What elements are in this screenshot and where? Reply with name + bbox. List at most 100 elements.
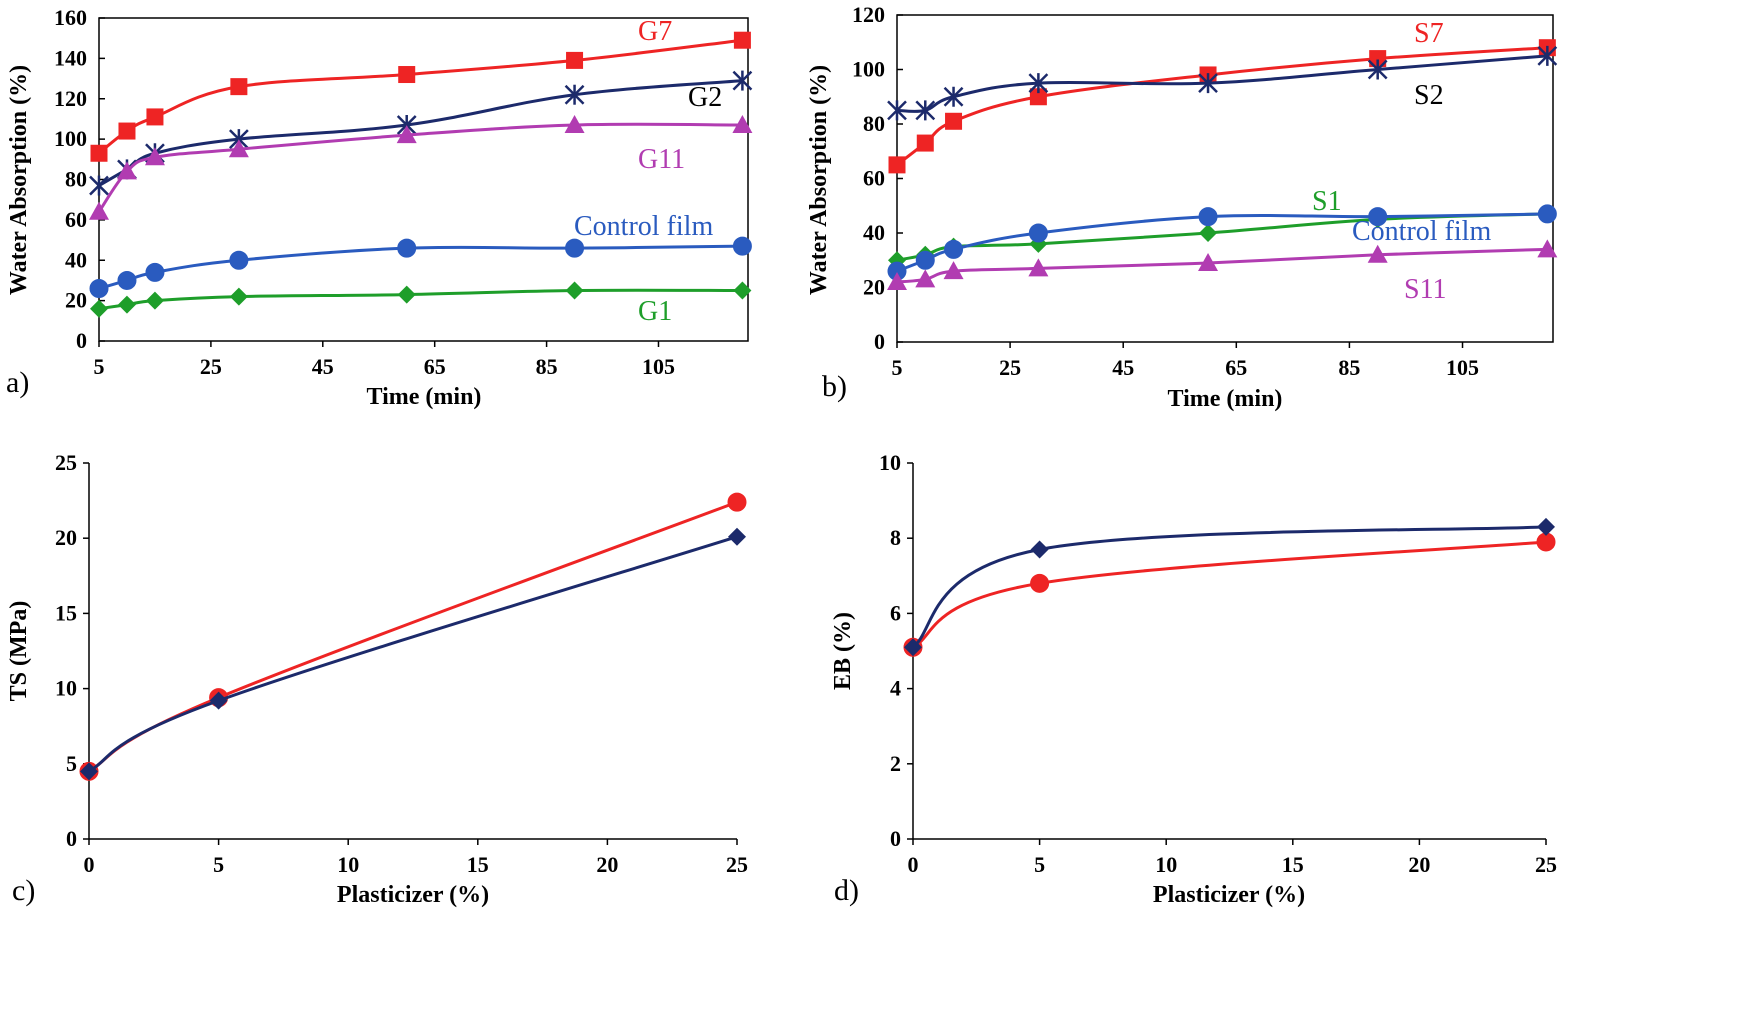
series-line <box>896 247 1548 284</box>
series-c-navy-series <box>80 527 746 781</box>
data-point <box>915 250 935 270</box>
x-tick-label: 25 <box>200 354 222 379</box>
y-tick-label: 0 <box>66 826 77 851</box>
data-point <box>1537 204 1557 224</box>
y-tick-label: 0 <box>76 328 87 353</box>
data-point <box>565 238 585 258</box>
data-point <box>565 281 584 300</box>
data-point <box>1537 517 1555 536</box>
data-point <box>728 527 746 546</box>
data-point <box>564 114 585 133</box>
y-tick-label: 100 <box>54 126 87 151</box>
plot-area-a <box>98 17 749 342</box>
data-point <box>915 100 936 121</box>
panel-label-d: d) <box>834 874 859 907</box>
data-point <box>733 31 751 49</box>
series-line <box>98 38 743 155</box>
data-point <box>887 100 907 121</box>
x-tick-label: 0 <box>84 852 95 877</box>
series-b-control-film <box>887 204 1557 281</box>
data-point <box>1030 573 1050 593</box>
series-line <box>912 540 1547 649</box>
data-point <box>396 125 417 144</box>
series-line <box>88 535 738 773</box>
y-tick-label: 15 <box>55 600 77 625</box>
y-axis-label-d: EB (%) <box>830 612 856 690</box>
data-point <box>1028 73 1049 94</box>
data-point <box>1029 88 1047 106</box>
x-tick-label: 5 <box>892 355 903 380</box>
y-tick-label: 20 <box>863 275 885 300</box>
x-tick-label: 0 <box>908 852 919 877</box>
x-tick-label: 20 <box>1408 852 1430 877</box>
data-point <box>1368 207 1388 227</box>
x-ticks-c: 0 5 10 15 20 25 <box>84 839 748 877</box>
data-point <box>1367 244 1388 263</box>
data-point <box>733 281 752 300</box>
data-point <box>945 112 963 130</box>
data-point <box>229 250 249 270</box>
label-G7: G7 <box>638 16 672 47</box>
data-point <box>732 236 752 256</box>
data-point <box>117 270 137 290</box>
y-tick-label: 120 <box>54 86 87 111</box>
y-tick-label: 60 <box>65 207 87 232</box>
data-point <box>732 70 753 91</box>
series-d-navy-series <box>904 517 1555 657</box>
data-point <box>397 285 416 304</box>
data-point <box>727 492 747 512</box>
series-c <box>79 492 747 781</box>
data-point <box>915 269 936 288</box>
data-point <box>888 156 906 174</box>
data-point <box>116 161 137 180</box>
series-a-control-film <box>89 236 752 299</box>
y-tick-label: 4 <box>890 676 901 701</box>
panel-b: 0 20 40 60 80 100 120 5 25 45 65 85 105 Water Absor… <box>806 2 1558 412</box>
series-b-s7 <box>888 39 1556 174</box>
data-point <box>1198 73 1218 94</box>
x-axis-label-d: Plasticizer (%) <box>1153 882 1305 908</box>
x-tick-label: 105 <box>1446 355 1479 380</box>
label-G2: G2 <box>688 82 722 113</box>
series-d-red-series <box>903 532 1556 657</box>
data-point <box>90 299 108 318</box>
y-ticks-a: 0 20 40 60 80 100 120 140 160 <box>54 5 105 353</box>
data-point <box>904 638 922 657</box>
x-tick-label: 45 <box>1112 355 1134 380</box>
data-point <box>90 144 108 162</box>
data-point <box>1030 540 1049 559</box>
data-point <box>209 691 228 710</box>
data-point <box>943 261 964 280</box>
data-point <box>398 66 416 84</box>
data-point <box>146 108 164 126</box>
x-tick-label: 20 <box>596 852 618 877</box>
y-ticks-d: 0 2 4 6 8 10 <box>879 450 913 851</box>
x-tick-label: 85 <box>1338 355 1360 380</box>
data-point <box>1198 207 1218 227</box>
series-a-g1 <box>90 281 752 318</box>
y-axis-label-c: TS (MPa) <box>6 601 32 702</box>
x-tick-label: 25 <box>1535 852 1557 877</box>
series-line <box>912 525 1547 649</box>
y-tick-label: 40 <box>65 247 87 272</box>
data-point <box>229 287 248 306</box>
series-b-s11 <box>887 239 1558 291</box>
series-a-g11 <box>89 114 753 220</box>
series-a <box>89 31 753 318</box>
y-tick-label: 10 <box>55 676 77 701</box>
y-tick-label: 60 <box>863 166 885 191</box>
y-tick-label: 0 <box>874 329 885 354</box>
x-axis-label-a: Time (min) <box>367 384 482 410</box>
label-S1: S1 <box>1312 186 1342 217</box>
panel-d: 0 2 4 6 8 10 0 5 10 15 20 25 EB (%) Plasticizer (%… <box>830 450 1557 908</box>
x-tick-label: 10 <box>337 852 359 877</box>
label-G11: G11 <box>638 144 685 175</box>
series-line <box>896 46 1548 167</box>
data-point <box>1537 239 1558 258</box>
x-tick-label: 65 <box>1225 355 1247 380</box>
y-tick-label: 10 <box>879 450 901 475</box>
data-point <box>944 239 964 259</box>
series-d <box>903 517 1556 657</box>
data-point <box>118 122 136 140</box>
label-control-film-a: Control film <box>574 211 713 242</box>
